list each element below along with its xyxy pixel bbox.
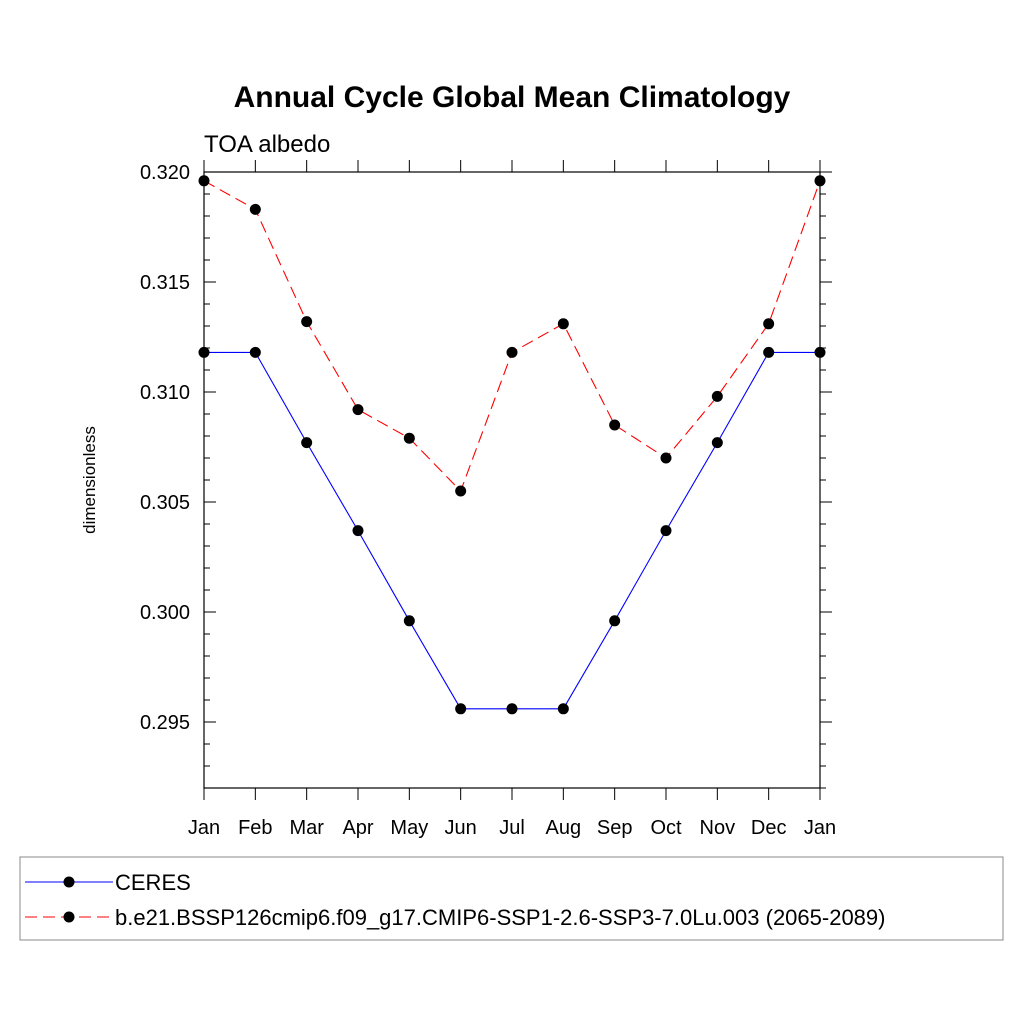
series-0-point	[301, 437, 313, 449]
chart-subtitle: TOA albedo	[204, 131, 330, 158]
legend-label-1: b.e21.BSSP126cmip6.f09_g17.CMIP6-SSP1-2.…	[115, 905, 885, 930]
series-line-1	[203, 180, 821, 493]
x-tick-label: Jul	[499, 817, 525, 839]
x-tick-label: Apr	[342, 817, 373, 839]
series-0-point	[660, 525, 672, 537]
x-tick-label: Feb	[238, 817, 272, 839]
series-1-point	[198, 175, 210, 187]
y-tick-label: 0.320	[140, 162, 190, 184]
x-tick-label: Sep	[597, 817, 633, 839]
series-1-point	[301, 316, 313, 328]
series-0-point	[455, 703, 467, 715]
series-1-point	[660, 452, 672, 464]
x-tick-label: Jun	[445, 817, 477, 839]
plot-area: Jan Feb Mar Apr May Jun Jul Aug Sep Oct Nov Dec Jan 0…	[140, 160, 836, 839]
x-tick-label: Dec	[751, 817, 787, 839]
series-0-point	[711, 437, 723, 449]
x-tick-label: Aug	[546, 817, 582, 839]
legend-marker-0	[63, 876, 75, 888]
series-1-point	[249, 203, 261, 215]
series-0-point	[198, 346, 210, 358]
series-1-point	[609, 419, 621, 431]
x-tick-label: May	[390, 817, 428, 839]
series-1-point	[455, 485, 467, 497]
legend-label-0: CERES	[115, 870, 191, 895]
plot-frame	[203, 171, 821, 789]
legend-box	[19, 856, 1004, 941]
series-1-point	[711, 390, 723, 402]
legend-marker-1	[63, 911, 75, 923]
y-tick-label: 0.300	[140, 602, 190, 624]
series-0-point	[557, 703, 569, 715]
y-tick-label: 0.305	[140, 492, 190, 514]
series-1-point	[352, 404, 364, 416]
y-tick-label: 0.310	[140, 382, 190, 404]
legend: CERES b.e21.BSSP126cmip6.f09_g17.CMIP6-SS…	[19, 856, 1004, 941]
x-tick-label: Oct	[650, 817, 682, 839]
x-tick-label: Nov	[700, 817, 736, 839]
series-1-point	[763, 318, 775, 330]
x-tick-label: Mar	[289, 817, 324, 839]
series-0-point	[403, 615, 415, 627]
y-tick-label: 0.315	[140, 272, 190, 294]
series-0-point	[506, 703, 518, 715]
series-0-point	[763, 346, 775, 358]
chart-title: Annual Cycle Global Mean Climatology	[234, 81, 791, 114]
series-1-point	[814, 175, 826, 187]
series-0-point	[249, 346, 261, 358]
x-tick-label: Jan	[188, 817, 220, 839]
y-tick-label: 0.295	[140, 712, 190, 734]
series-1-point	[557, 318, 569, 330]
series-1-point	[506, 346, 518, 358]
series-0-point	[352, 525, 364, 537]
series-1-point	[403, 432, 415, 444]
series-line-0	[204, 351, 820, 710]
series-0-point	[609, 615, 621, 627]
x-tick-label: Jan	[804, 817, 836, 839]
y-axis-label: dimensionless	[80, 426, 99, 534]
series-0-point	[814, 346, 826, 358]
